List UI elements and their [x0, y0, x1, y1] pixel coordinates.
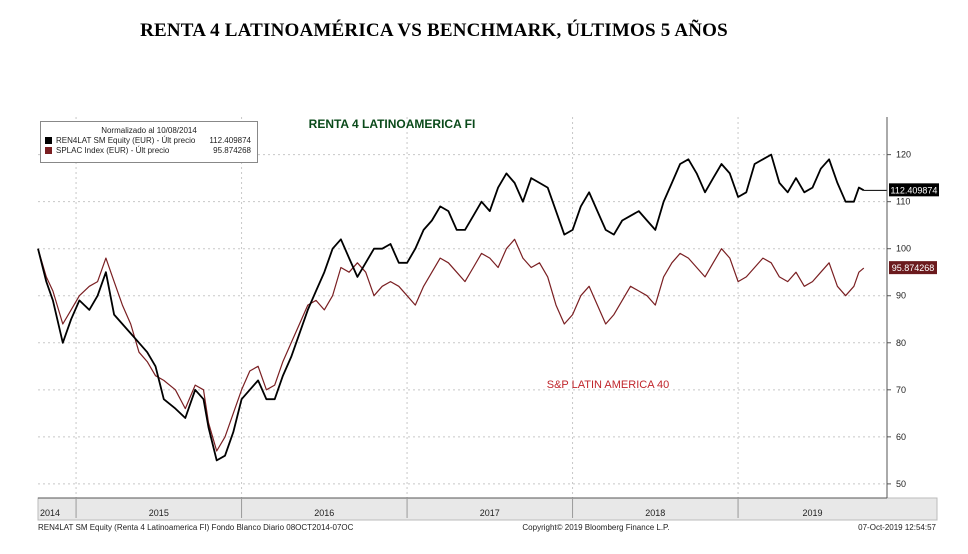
legend-entry-splac: SPLAC Index (EUR) - Últ precio 95.874268 — [45, 146, 257, 155]
plot-area — [38, 117, 887, 498]
x-tick-label: 2019 — [803, 508, 823, 518]
last-value-label-black: 112.409874 — [891, 185, 938, 195]
x-tick-label: 2015 — [149, 508, 169, 518]
chart-title: RENTA 4 LATINOAMERICA FI — [309, 117, 476, 131]
last-value-tag-red — [889, 261, 937, 275]
series-line-ren4lat — [37, 153, 865, 462]
x-tick-label: 2014 — [40, 508, 60, 518]
y-tick-label: 60 — [896, 432, 906, 442]
footer-copyright: Copyright© 2019 Bloomberg Finance L.P. — [522, 523, 669, 532]
legend-swatch-black — [45, 137, 52, 144]
series-line-splac — [37, 238, 865, 452]
legend-swatch-red — [45, 147, 52, 154]
y-tick-label: 120 — [896, 150, 911, 160]
last-value-label-red: 95.874268 — [892, 263, 935, 273]
last-value-tag-black — [889, 183, 939, 197]
legend-header: Normalizado al 10/08/2014 — [101, 126, 197, 135]
legend: Normalizado al 10/08/2014 REN4LAT SM Equ… — [40, 121, 258, 163]
x-tick-label: 2016 — [314, 508, 334, 518]
series-lines: 112.409874 95.874268 — [37, 153, 939, 462]
legend-entry-ren4lat: REN4LAT SM Equity (EUR) - Últ precio 112… — [45, 136, 257, 145]
y-tick-label: 90 — [896, 291, 906, 301]
footer-left: REN4LAT SM Equity (Renta 4 Latinoamerica… — [38, 523, 354, 532]
benchmark-annotation: S&P LATIN AMERICA 40 — [547, 379, 669, 391]
legend-value: 95.874268 — [213, 146, 251, 155]
y-tick-label: 50 — [896, 479, 906, 489]
legend-value: 112.409874 — [209, 136, 251, 145]
y-axis: 50 60 70 80 90 100 110 120 — [886, 117, 911, 498]
y-tick-label: 70 — [896, 385, 906, 395]
chart-footer: REN4LAT SM Equity (Renta 4 Latinoamerica… — [38, 523, 937, 532]
x-tick-label: 2018 — [645, 508, 665, 518]
legend-name: REN4LAT SM Equity (EUR) - Últ precio — [56, 136, 196, 145]
x-tick-label: 2017 — [480, 508, 500, 518]
y-tick-label: 100 — [896, 244, 911, 254]
x-axis-band: 2014 2015 2016 2017 2018 2019 — [37, 497, 938, 521]
legend-name: SPLAC Index (EUR) - Últ precio — [56, 146, 170, 155]
y-tick-label: 110 — [896, 197, 910, 207]
page-title: RENTA 4 LATINOAMÉRICA VS BENCHMARK, ÚLTI… — [140, 20, 728, 41]
footer-timestamp: 07-Oct-2019 12:54:57 — [858, 523, 936, 532]
y-tick-label: 80 — [896, 338, 906, 348]
